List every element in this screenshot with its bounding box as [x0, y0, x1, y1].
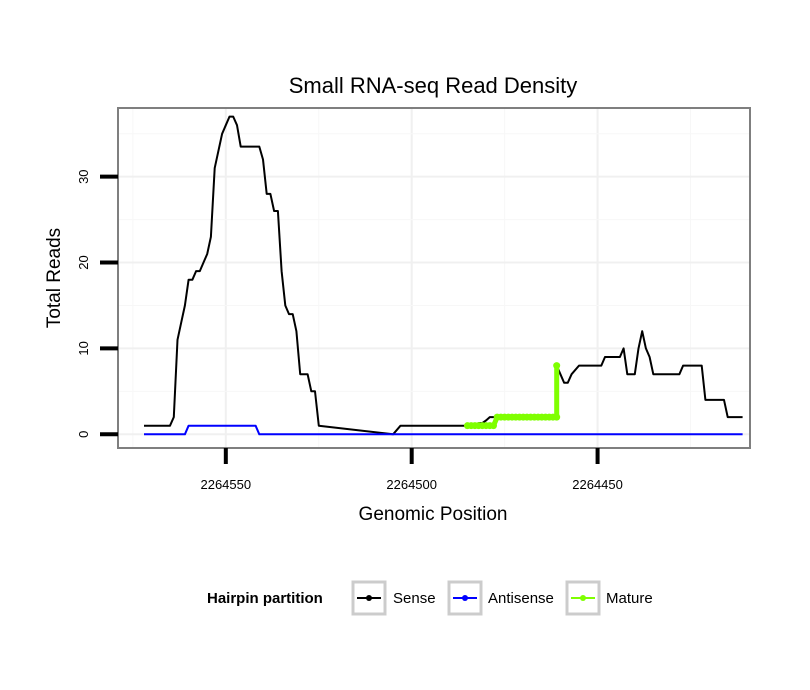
legend-point-sense	[366, 595, 372, 601]
legend-point-antisense	[462, 595, 468, 601]
legend: Hairpin partition Sense Antisense Mature	[207, 580, 653, 616]
y-tick-label: 30	[76, 169, 91, 183]
series-line-sense	[144, 115, 743, 436]
y-tick-label: 10	[76, 341, 91, 355]
grid-lines	[118, 108, 750, 448]
y-tick-label: 20	[76, 255, 91, 269]
legend-point-mature	[580, 595, 586, 601]
legend-entry-mature: Mature	[565, 580, 653, 616]
plot-background	[118, 108, 750, 448]
legend-entry-antisense: Antisense	[447, 580, 554, 616]
x-tick-label: 2264500	[386, 477, 437, 492]
y-axis: 0 10 20 30	[76, 169, 118, 438]
legend-title: Hairpin partition	[207, 590, 323, 607]
plot-panel	[117, 107, 751, 449]
x-axis: 2264550 2264500 2264450	[200, 448, 623, 492]
data-point-mature	[553, 413, 561, 421]
chart-title: Small RNA-seq Read Density	[289, 73, 578, 98]
legend-label-antisense: Antisense	[488, 590, 554, 607]
data-point-mature	[489, 422, 497, 430]
x-tick-label: 2264550	[200, 477, 251, 492]
plot-border	[117, 107, 751, 449]
legend-entry-sense: Sense	[351, 580, 436, 616]
series-line-antisense	[144, 424, 743, 436]
x-axis-title: Genomic Position	[359, 504, 508, 525]
data-point-mature	[553, 362, 561, 370]
y-tick-label: 0	[76, 431, 91, 438]
legend-label-sense: Sense	[393, 590, 436, 607]
legend-label-mature: Mature	[606, 590, 653, 607]
series-layer	[144, 115, 743, 436]
y-axis-title: Total Reads	[44, 228, 65, 328]
x-tick-label: 2264450	[572, 477, 623, 492]
